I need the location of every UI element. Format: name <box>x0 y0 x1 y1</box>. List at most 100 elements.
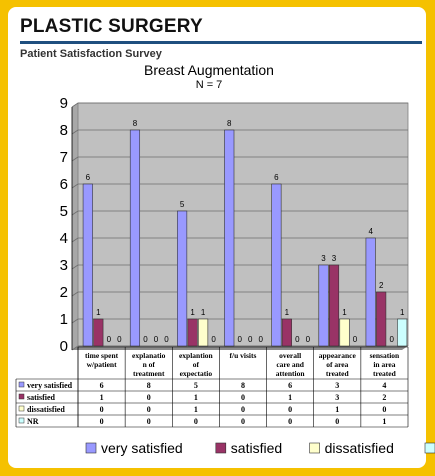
data-label: 3 <box>332 254 337 263</box>
plot-side-wall <box>72 103 78 350</box>
category-label: overall <box>279 351 301 360</box>
table-row-label: very satisfied <box>27 381 73 390</box>
bar <box>271 183 282 347</box>
bar <box>129 129 141 347</box>
table-row-label: dissatisfied <box>27 405 65 414</box>
bar <box>82 183 93 347</box>
category-label: time spent <box>85 351 119 360</box>
gridline-side <box>71 183 79 189</box>
category-label: sensation <box>370 351 400 360</box>
legend-label: very satisfied <box>101 440 183 456</box>
category-label: care and <box>276 360 304 369</box>
data-label: 0 <box>306 335 311 344</box>
table-cell: 3 <box>335 393 339 402</box>
gridline-side <box>71 102 79 108</box>
table-cell: 0 <box>147 417 151 426</box>
legend-swatch <box>215 442 227 454</box>
bar <box>339 318 350 347</box>
data-label: 6 <box>86 173 91 182</box>
table-row-label: satisfied <box>27 393 56 402</box>
category-label: treatment <box>133 369 165 378</box>
y-tick-label: 6 <box>60 176 68 193</box>
plot-area <box>77 102 409 347</box>
gridline-side <box>71 237 79 243</box>
table-legend-key <box>18 393 25 400</box>
table-cell: 0 <box>100 405 104 414</box>
bar <box>376 291 387 347</box>
gridline-side <box>71 291 79 297</box>
category-label: in area <box>373 360 395 369</box>
category-label: treated <box>373 369 397 378</box>
gridline-side <box>71 345 79 351</box>
table-cell: 0 <box>194 417 198 426</box>
bar <box>224 129 235 347</box>
data-label: 0 <box>389 335 394 344</box>
category-label: of <box>193 360 200 369</box>
table-cell: 0 <box>100 417 104 426</box>
table-cell: 1 <box>194 393 198 402</box>
y-tick-label: 8 <box>60 122 68 139</box>
data-label: 4 <box>368 227 373 236</box>
chart-subtitle: N = 7 <box>195 79 223 91</box>
legend-swatch <box>309 442 320 454</box>
data-label: 0 <box>107 335 112 344</box>
page-title: PLASTIC SURGERY <box>20 16 203 37</box>
table-cell: 4 <box>382 381 386 390</box>
table-cell: 8 <box>147 381 151 390</box>
gridline-side <box>71 156 79 162</box>
category-label: f/u visits <box>230 351 257 360</box>
table-cell: 0 <box>382 405 386 414</box>
category-label: of area <box>326 360 348 369</box>
table-cell: 0 <box>241 393 245 402</box>
data-label: 1 <box>400 308 405 317</box>
bar <box>365 237 376 347</box>
data-label: 1 <box>201 308 206 317</box>
bar <box>177 210 188 347</box>
table-cell: 1 <box>100 393 104 402</box>
bar <box>318 264 329 347</box>
data-label: 0 <box>259 335 264 344</box>
data-label: 0 <box>295 335 300 344</box>
category-label: explanatio <box>132 351 166 360</box>
data-label: 1 <box>190 308 195 317</box>
y-tick-label: 2 <box>60 284 68 301</box>
table-cell: 8 <box>241 381 245 390</box>
data-label: 5 <box>180 200 185 209</box>
table-cell: 1 <box>194 405 198 414</box>
table-cell: 0 <box>241 405 245 414</box>
table-cell: 0 <box>288 405 292 414</box>
data-label: 3 <box>321 254 326 263</box>
y-tick-label: 4 <box>60 230 68 247</box>
category-label: n of <box>143 360 156 369</box>
table-cell: 6 <box>288 381 292 390</box>
y-tick-label: 3 <box>60 257 68 274</box>
category-label: treated <box>326 369 350 378</box>
bar <box>198 318 209 347</box>
table-row-label: NR <box>27 417 39 426</box>
y-tick-label: 7 <box>60 149 68 166</box>
data-label: 6 <box>274 173 279 182</box>
table-legend-key <box>18 417 25 424</box>
table-cell: 0 <box>241 417 245 426</box>
data-label: 2 <box>379 281 384 290</box>
data-label: 8 <box>227 119 232 128</box>
plot-floor <box>72 346 408 350</box>
bar <box>397 318 408 347</box>
y-tick-label: 1 <box>60 311 68 328</box>
table-cell: 2 <box>382 393 386 402</box>
y-tick-label: 9 <box>60 95 68 112</box>
category-label: attention <box>276 369 306 378</box>
table-cell: 0 <box>288 417 292 426</box>
table-cell: 1 <box>382 417 386 426</box>
bar <box>93 318 104 347</box>
y-tick-label: 0 <box>60 338 68 355</box>
table-cell: 1 <box>288 393 292 402</box>
data-label: 0 <box>238 335 243 344</box>
table-legend-key <box>18 405 25 412</box>
data-label: 0 <box>353 335 358 344</box>
gridline-side <box>71 210 79 216</box>
table-cell: 1 <box>335 405 339 414</box>
data-label: 0 <box>164 335 169 344</box>
data-label: 1 <box>96 308 101 317</box>
